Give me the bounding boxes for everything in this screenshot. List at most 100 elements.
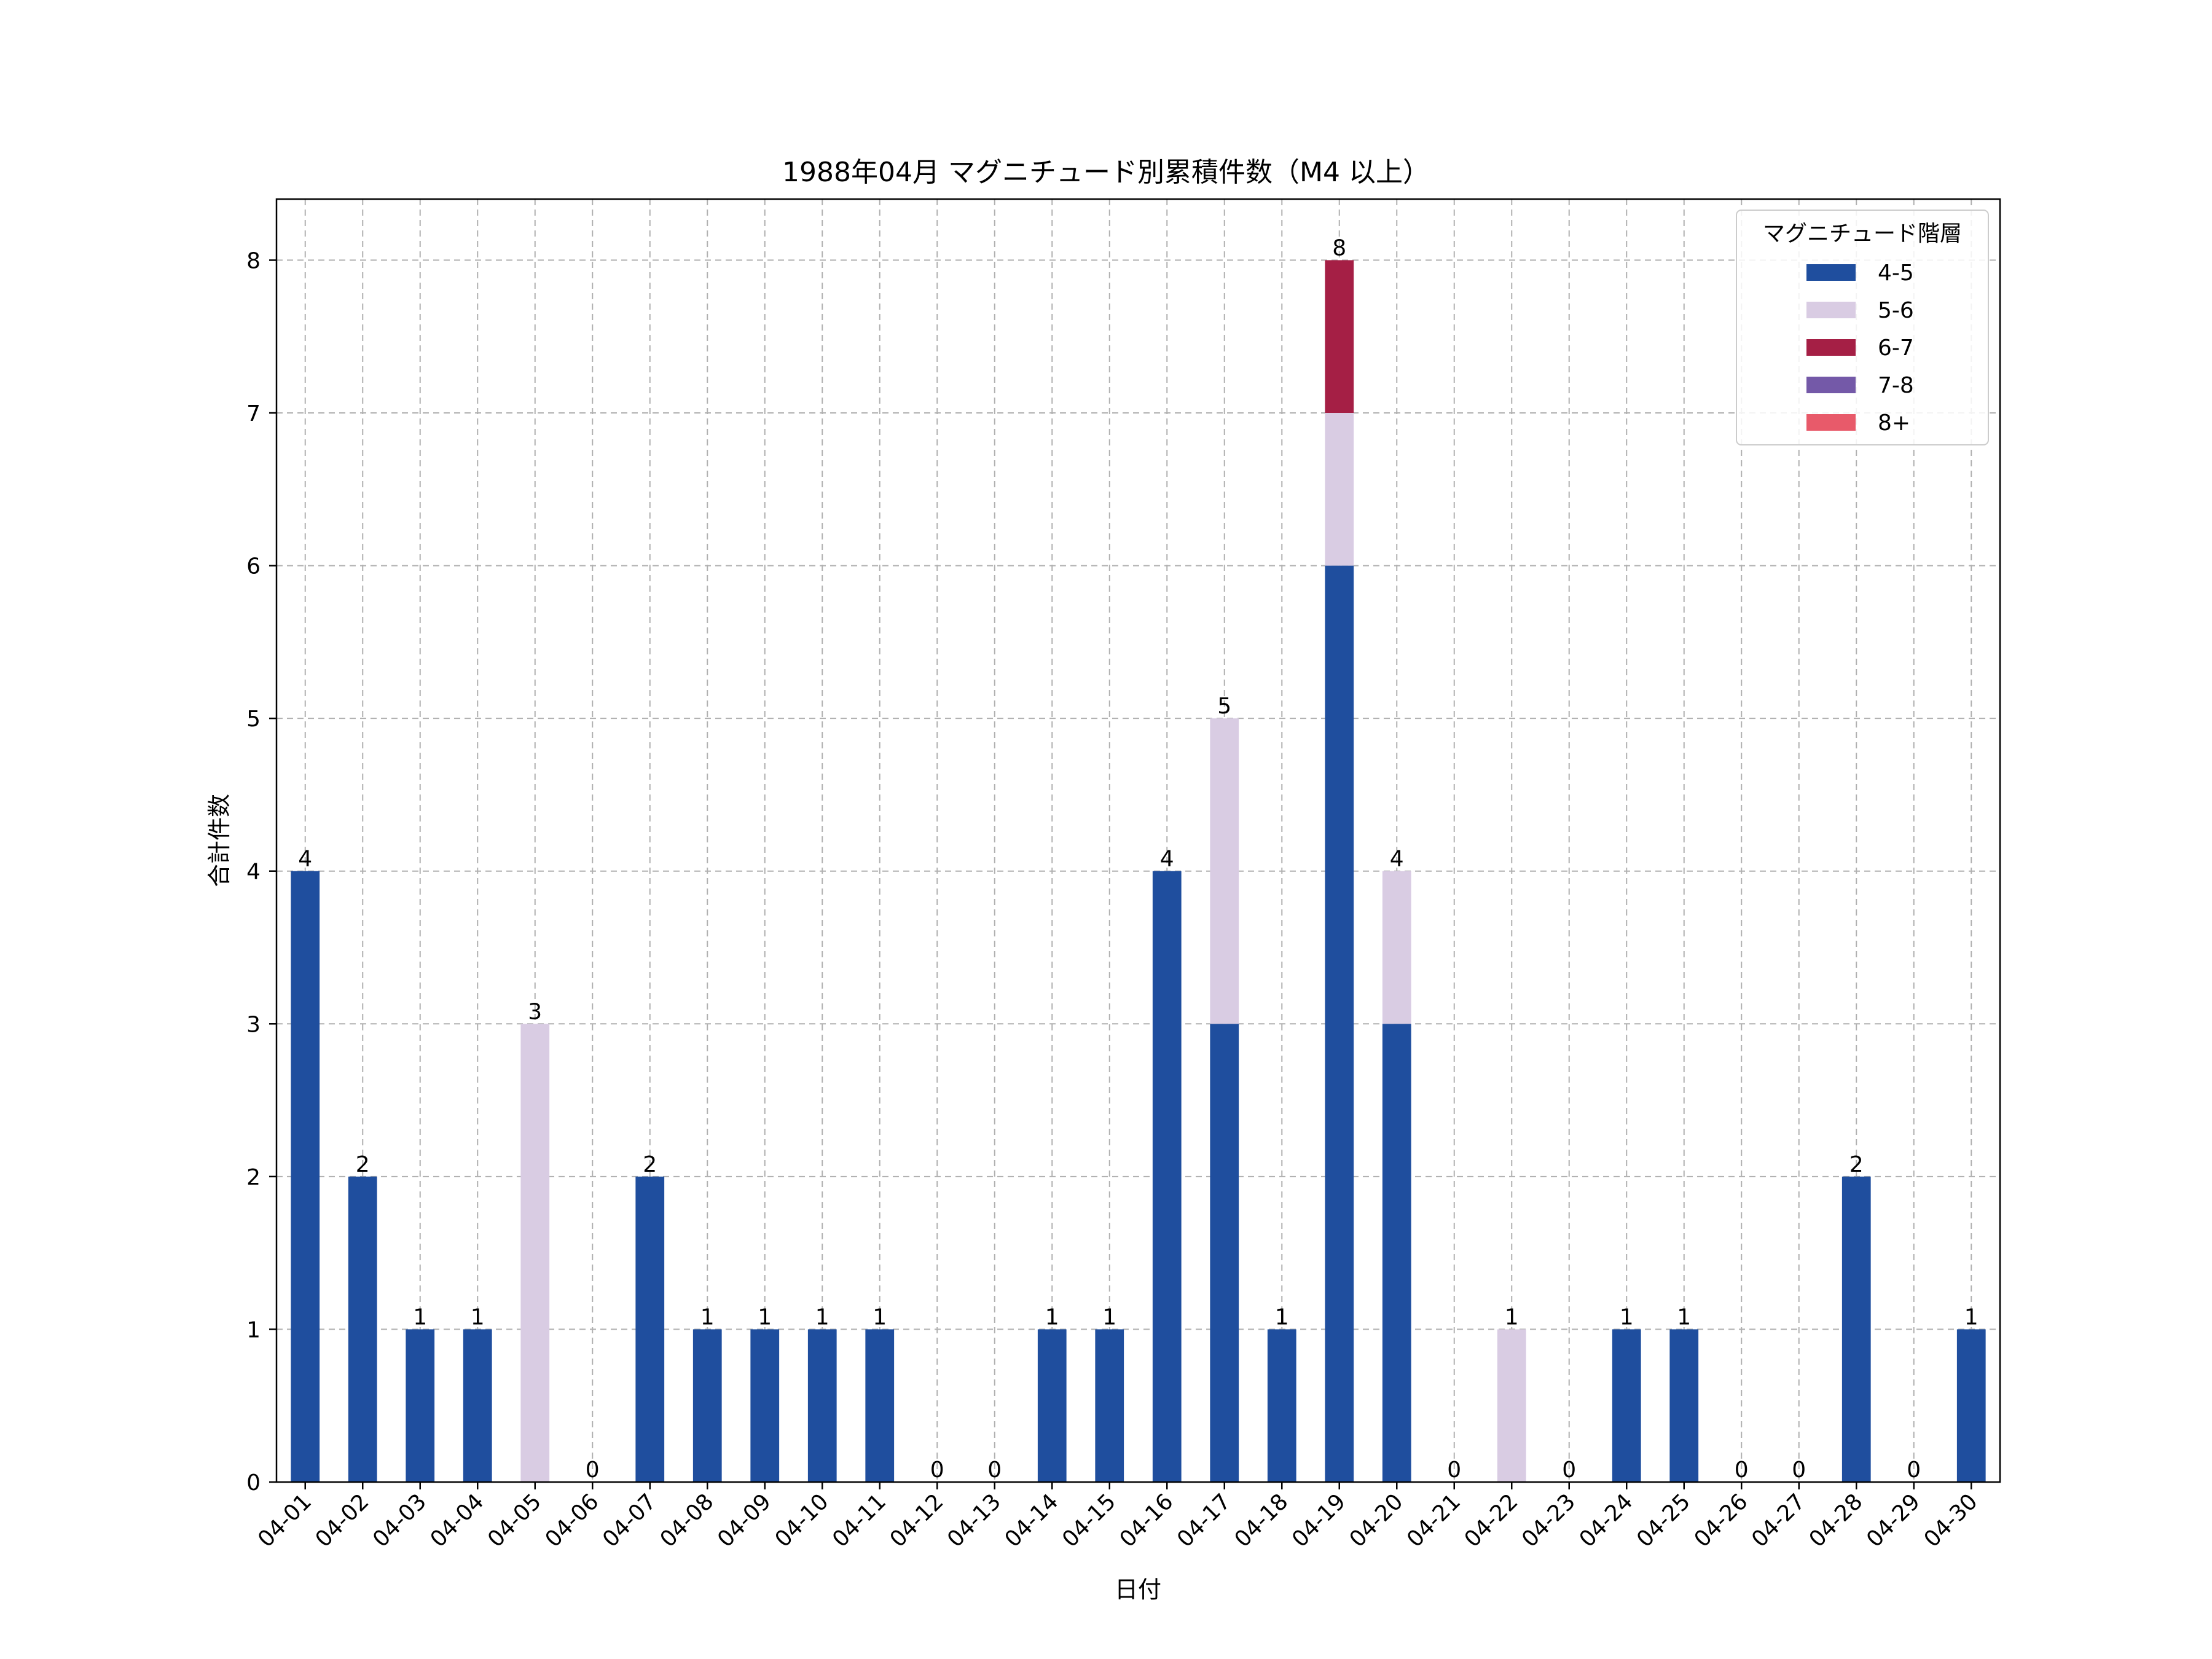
legend-entry-label: 6-7	[1878, 335, 1914, 361]
legend-entry-label: 5-6	[1878, 298, 1914, 323]
x-tick-label: 04-23	[1517, 1489, 1580, 1552]
bar-total-label: 4	[1160, 847, 1174, 872]
bar-segment	[1267, 1329, 1296, 1482]
bars-layer	[291, 260, 1986, 1482]
x-tick-label: 04-17	[1172, 1489, 1236, 1552]
x-tick-label: 04-16	[1115, 1489, 1179, 1552]
bar-segment	[1841, 1176, 1871, 1482]
legend-items: 4-5 5-6 6-7 7-8 8+	[1806, 261, 1914, 436]
bar-total-label: 4	[298, 847, 312, 872]
bar-segment	[1325, 413, 1354, 566]
bar-segment	[635, 1176, 665, 1482]
bar-total-label: 0	[930, 1457, 944, 1483]
x-tick-label: 04-28	[1805, 1489, 1868, 1552]
bar-total-label: 1	[1505, 1304, 1519, 1330]
bar-total-label: 2	[1849, 1152, 1864, 1177]
bar-total-label: 1	[1964, 1304, 1979, 1330]
x-tick-label: 04-02	[311, 1489, 374, 1552]
y-tick-label: 5	[246, 707, 261, 732]
bar-segment	[406, 1329, 435, 1482]
bar-total-label: 1	[758, 1304, 772, 1330]
bar-total-label: 1	[1045, 1304, 1059, 1330]
legend-entry-label: 7-8	[1878, 373, 1914, 398]
x-tick-label: 04-25	[1632, 1489, 1695, 1552]
x-tick-label: 04-22	[1460, 1489, 1523, 1552]
x-tick-label: 04-14	[1000, 1489, 1064, 1552]
x-tick-label: 04-15	[1057, 1489, 1121, 1552]
x-tick-label: 04-08	[656, 1489, 719, 1552]
legend-entry-label: 4-5	[1878, 261, 1914, 286]
bar-total-label: 1	[471, 1304, 485, 1330]
bar-segment	[1497, 1329, 1526, 1482]
legend-box	[1736, 210, 1989, 445]
bar-segment	[807, 1329, 837, 1482]
x-tick-label: 04-09	[713, 1489, 776, 1552]
x-tick-label: 04-06	[541, 1489, 604, 1552]
legend-swatch	[1806, 264, 1856, 281]
chart-title: 1988年04月 マグニチュード別累積件数（M4 以上）	[782, 157, 1430, 188]
bar-total-label: 4	[1390, 847, 1404, 872]
legend: マグニチュード階層 4-5 5-6 6-7 7-8 8+	[1736, 210, 1989, 445]
bar-segment	[1210, 718, 1239, 1024]
bar-segment	[520, 1024, 550, 1482]
data-labels-layer: 4 2 1 1 3 0 2 1 1 1 1 0 0 1 1 4 5 1 8 4 0 1 0 1 1 0 0 2 0 1	[298, 235, 1978, 1483]
bar-total-label: 1	[1677, 1304, 1691, 1330]
x-tick-label: 04-29	[1862, 1489, 1925, 1552]
bar-segment	[1325, 260, 1354, 413]
bar-segment	[1325, 565, 1354, 1482]
bar-segment	[348, 1176, 377, 1482]
x-tick-label: 04-21	[1402, 1489, 1465, 1552]
x-tick-label: 04-04	[426, 1489, 489, 1552]
bar-total-label: 0	[1907, 1457, 1921, 1483]
legend-swatch	[1806, 377, 1856, 393]
bar-segment	[1152, 871, 1182, 1482]
x-tick-label: 04-03	[368, 1489, 431, 1552]
bar-segment	[1382, 871, 1411, 1024]
y-tick-label: 6	[246, 554, 261, 579]
y-tick-label: 4	[246, 860, 261, 885]
x-tick-label: 04-19	[1287, 1489, 1351, 1552]
y-tick-label: 2	[246, 1165, 261, 1190]
y-tick-label: 0	[246, 1470, 261, 1496]
x-tick-label: 04-20	[1345, 1489, 1408, 1552]
y-tick-label: 3	[246, 1012, 261, 1037]
bar-segment	[1612, 1329, 1641, 1482]
x-tick-label: 04-30	[1920, 1489, 1983, 1552]
x-axis-label: 日付	[1115, 1576, 1161, 1603]
bar-segment	[750, 1329, 780, 1482]
bar-segment	[1956, 1329, 1986, 1482]
x-tick-label: 04-11	[828, 1489, 891, 1552]
bar-total-label: 1	[700, 1304, 715, 1330]
bar-segment	[1095, 1329, 1124, 1482]
bar-segment	[865, 1329, 895, 1482]
x-tick-label: 04-07	[598, 1489, 661, 1552]
y-axis-label: 合計件数	[206, 794, 233, 887]
bar-segment	[463, 1329, 492, 1482]
bar-total-label: 1	[413, 1304, 427, 1330]
bar-total-label: 2	[643, 1152, 657, 1177]
bar-total-label: 3	[528, 999, 542, 1024]
bar-total-label: 2	[356, 1152, 370, 1177]
bar-segment	[1382, 1024, 1411, 1482]
x-tick-label: 04-26	[1690, 1489, 1753, 1552]
legend-title: マグニチュード階層	[1763, 221, 1962, 246]
bar-total-label: 1	[873, 1304, 887, 1330]
y-tick-label: 1	[246, 1317, 261, 1343]
x-tick-label: 04-10	[771, 1489, 834, 1552]
bar-segment	[692, 1329, 722, 1482]
y-tick-label: 8	[246, 248, 261, 273]
x-tick-label: 04-18	[1230, 1489, 1293, 1552]
bar-segment	[1037, 1329, 1067, 1482]
legend-swatch	[1806, 302, 1856, 318]
x-tick-label: 04-27	[1747, 1489, 1810, 1552]
x-tick-label: 04-24	[1575, 1489, 1638, 1552]
bar-total-label: 0	[1447, 1457, 1461, 1483]
x-tick-label: 04-05	[483, 1489, 546, 1552]
bar-total-label: 1	[1620, 1304, 1634, 1330]
bar-total-label: 5	[1217, 694, 1231, 719]
y-axis: 0 1 2 3 4 5 6 7 8	[246, 248, 276, 1496]
bar-total-label: 1	[1275, 1304, 1289, 1330]
bar-total-label: 0	[987, 1457, 1002, 1483]
